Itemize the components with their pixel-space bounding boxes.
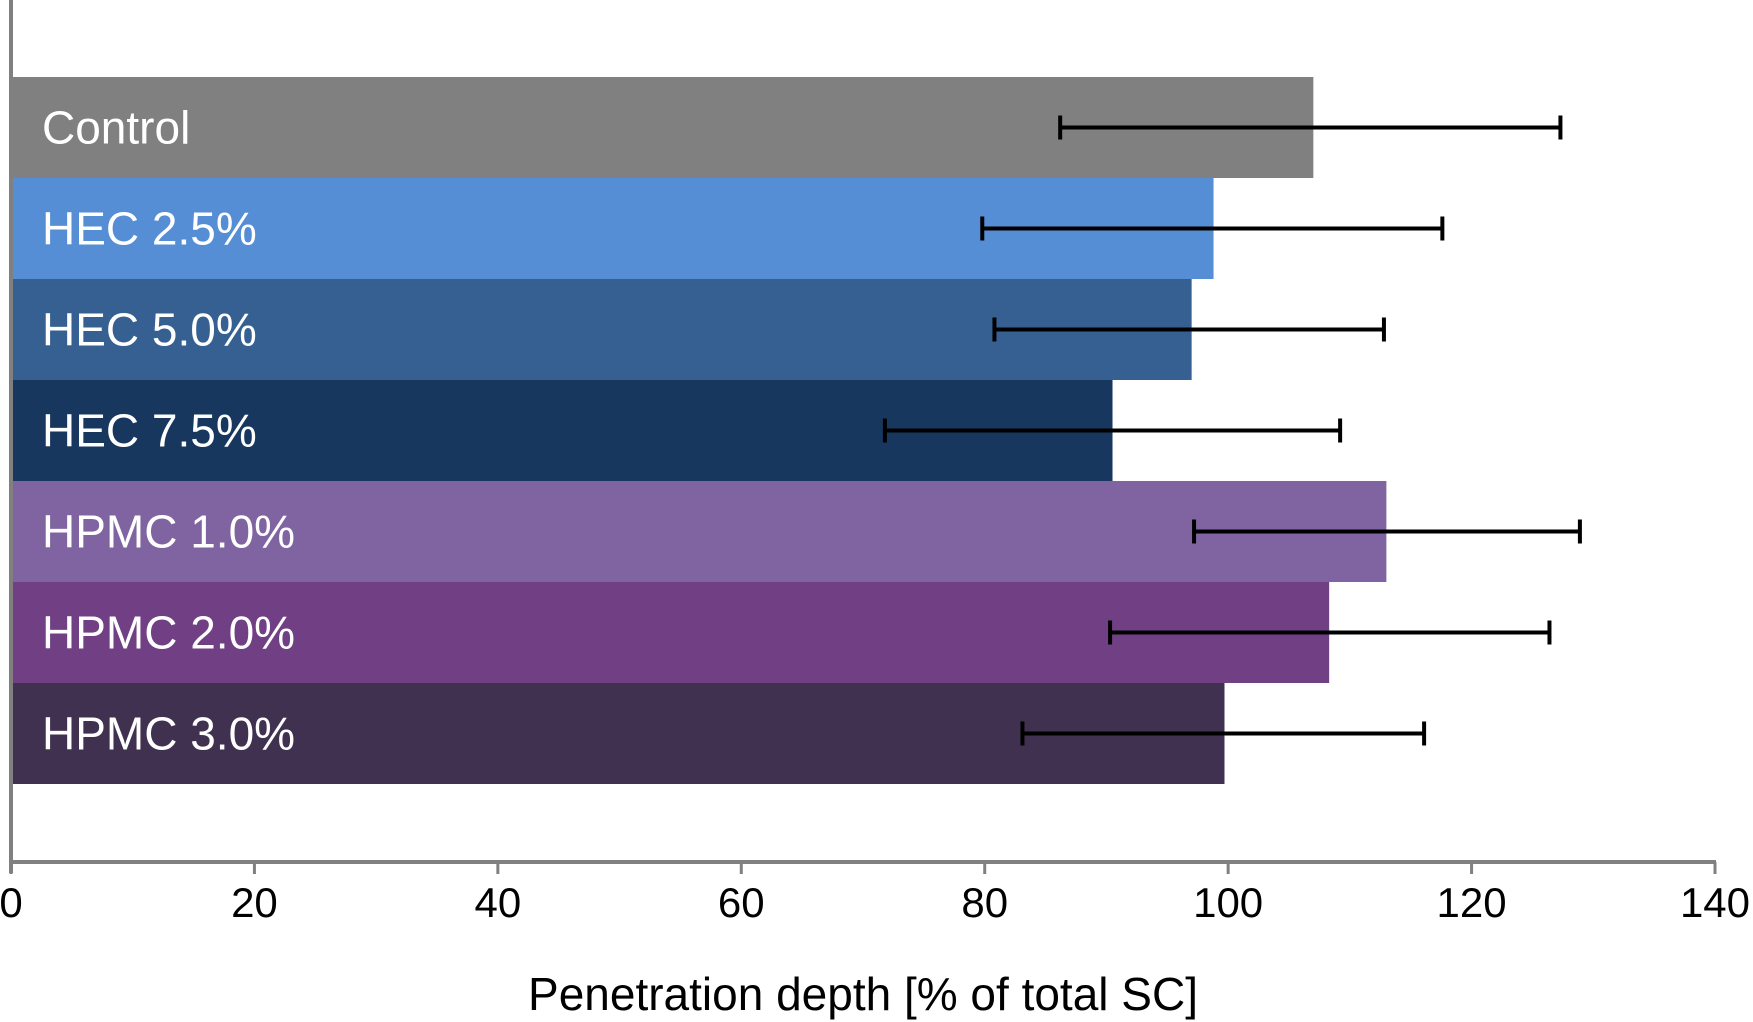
error-bars-layer [882, 115, 1582, 746]
bar-label-control: Control [42, 102, 190, 154]
error-bar-hpmc-2-0 [1108, 620, 1552, 645]
bar-label-hec-2-5: HEC 2.5% [42, 203, 257, 255]
error-bar-hec-2-5 [980, 216, 1445, 241]
x-tick-label-20: 20 [231, 879, 278, 926]
axes-layer: 0 20 40 60 80 100 120 140 [0, 0, 1750, 926]
bar-label-hpmc-1-0: HPMC 1.0% [42, 506, 295, 558]
error-bar-hpmc-3-0 [1020, 721, 1427, 746]
bar-label-hpmc-2-0: HPMC 2.0% [42, 607, 295, 659]
x-tick-label-0: 0 [0, 879, 23, 926]
error-bar-hec-7-5 [882, 418, 1343, 443]
error-bar-control [1058, 115, 1563, 140]
error-bar-hec-5-0 [992, 317, 1386, 342]
bar-label-hec-7-5: HEC 7.5% [42, 405, 257, 457]
x-tick-label-40: 40 [474, 879, 521, 926]
bar-labels-layer: Control HEC 2.5% HEC 5.0% HEC 7.5% HPMC 1.0%… [42, 102, 295, 760]
bar-label-hpmc-3-0: HPMC 3.0% [42, 708, 295, 760]
x-tick-label-60: 60 [718, 879, 765, 926]
bar-label-hec-5-0: HEC 5.0% [42, 304, 257, 356]
x-tick-label-140: 140 [1680, 879, 1750, 926]
x-axis-title: Penetration depth [% of total SC] [528, 968, 1198, 1020]
x-tick-label-80: 80 [961, 879, 1008, 926]
error-bar-hpmc-1-0 [1192, 519, 1582, 544]
x-tick-label-120: 120 [1437, 879, 1507, 926]
bar-hpmc-1-0 [11, 481, 1387, 582]
x-tick-label-100: 100 [1193, 879, 1263, 926]
